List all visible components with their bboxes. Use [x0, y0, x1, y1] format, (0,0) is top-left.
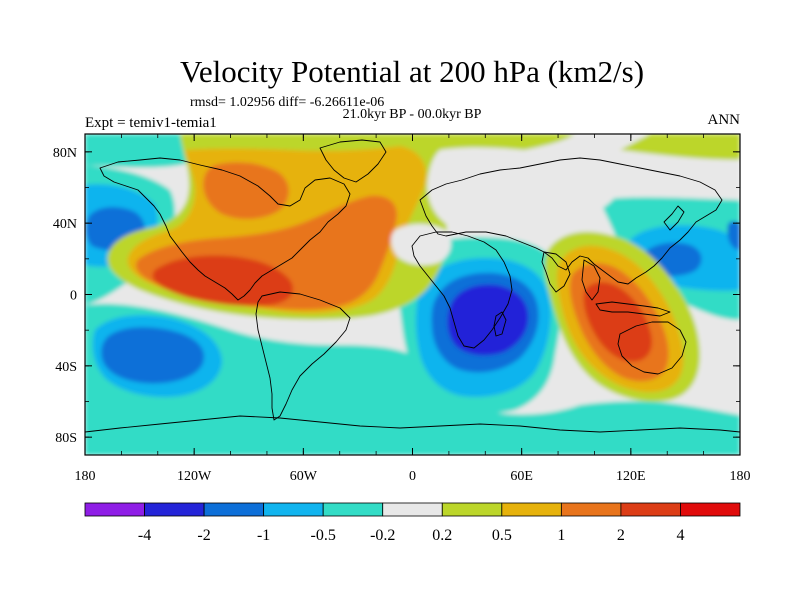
season-label: ANN [708, 112, 741, 128]
colorbar-label: 2 [617, 527, 625, 544]
colorbar-swatch [84, 502, 145, 517]
colorbar-swatch [620, 502, 681, 517]
y-tick-label: 40S [55, 360, 77, 375]
y-tick-label: 0 [70, 289, 77, 304]
colorbar-swatch [441, 502, 503, 517]
field-pos-arctic-east [620, 134, 740, 160]
colorbar-label: -4 [138, 527, 151, 544]
x-tick-label: 180 [75, 469, 96, 484]
coast-australia [617, 321, 687, 375]
colorbar-swatch [501, 502, 562, 517]
colorbar-swatch [560, 502, 622, 517]
colorbar-label: -1 [257, 527, 270, 544]
y-axis: 80N 40N 0 40S 80S [53, 146, 740, 446]
coast-india [541, 251, 571, 293]
field-neg-lvl3-spac [101, 327, 204, 384]
field-pos-sahara [390, 224, 452, 266]
colorbar-swatch [263, 502, 324, 517]
x-tick-label: 0 [409, 469, 416, 484]
y-tick-label: 80S [55, 431, 77, 446]
colorbar: -4 -2 -1 -0.5 -0.2 0.2 0.5 1 2 4 [84, 502, 741, 544]
x-tick-label: 60E [510, 469, 533, 484]
y-tick-label: 40N [53, 217, 77, 232]
coast-north-america [99, 157, 351, 301]
colorbar-label: 1 [557, 527, 565, 544]
x-tick-label: 120E [616, 469, 646, 484]
field-neg-lvl3-east-edge [727, 221, 740, 250]
coast-japan [663, 205, 685, 231]
x-axis: 180 120W 60W 0 60E 120E 180 [75, 134, 751, 484]
field-pos-epac-l4 [152, 255, 294, 307]
stats-label: rmsd= 1.02956 diff= -6.26611e-06 [190, 95, 384, 110]
field-pos-maritime-l4 [583, 282, 652, 362]
coast-indochina [581, 259, 601, 301]
colorbar-swatch [680, 502, 741, 517]
coastlines [85, 139, 740, 433]
coast-antarctica [85, 415, 740, 433]
colorbar-label: -0.5 [311, 527, 336, 544]
colorbar-swatch [203, 502, 265, 517]
experiment-label: Expt = temiv1-temia1 [85, 115, 217, 131]
field-neg-mediterranean-edge [427, 147, 622, 233]
colorbar-label: 4 [676, 527, 684, 544]
colorbar-swatch [144, 502, 205, 517]
colorbar-label: -2 [197, 527, 210, 544]
chart-title: Velocity Potential at 200 hPa (km2/s) [180, 54, 644, 89]
coast-eurasia [419, 157, 723, 285]
coast-south-america [255, 291, 351, 421]
coast-africa [411, 231, 513, 349]
y-tick-label: 80N [53, 146, 77, 161]
field-pos-atlantic-l3-north [203, 162, 289, 219]
colorbar-label: -0.2 [370, 527, 395, 544]
colorbar-label: 0.5 [492, 527, 512, 544]
field-neg-south-band [85, 303, 740, 455]
coast-indonesia [595, 301, 671, 317]
contour-field [85, 134, 740, 455]
colorbar-swatch [382, 502, 443, 517]
coast-greenland [319, 139, 387, 183]
x-tick-label: 120W [177, 469, 212, 484]
colorbar-swatch [322, 502, 384, 517]
coast-madagascar [493, 311, 507, 337]
x-tick-label: 180 [730, 469, 751, 484]
map-panel [85, 134, 740, 455]
colorbar-label: 0.2 [432, 527, 452, 544]
x-tick-label: 60W [290, 469, 318, 484]
period-label: 21.0kyr BP - 00.0kyr BP [343, 107, 482, 122]
